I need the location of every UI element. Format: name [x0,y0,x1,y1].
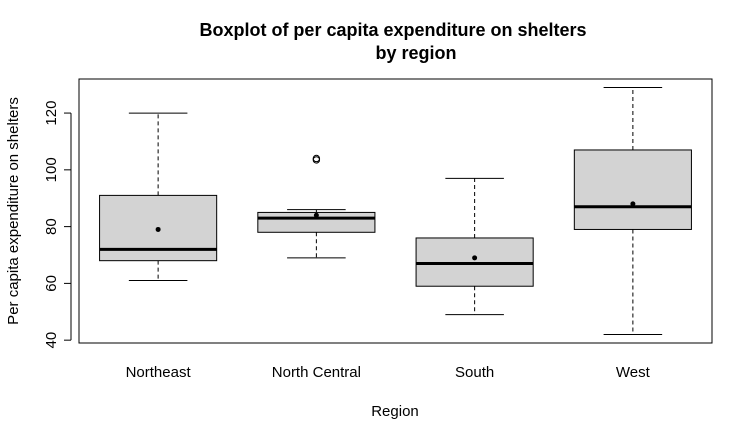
x-axis-label: Region [371,403,419,420]
mean-point [313,212,319,218]
y-axis-label: Per capita expenditure on shelters [5,97,22,325]
box-south [415,177,534,316]
mean-point [472,255,478,261]
x-axis: Northeast North Central South West [126,364,651,381]
y-tick-label: 80 [43,218,60,235]
y-tick-label: 60 [43,275,60,292]
x-tick-label: Northeast [126,364,192,381]
x-tick-label: North Central [272,364,361,381]
chart-subtitle: by region [375,43,456,63]
y-tick-label: 120 [43,101,60,126]
outlier-point [312,154,321,163]
box-iqr [573,149,692,230]
plot-frame [78,78,713,344]
x-tick-label: West [616,364,651,381]
box-northeast [99,112,218,282]
x-tick-label: South [455,364,494,381]
y-tick-label: 100 [43,157,60,182]
box-west [573,87,692,335]
y-axis: 40 60 80 100 120 [43,101,72,349]
y-tick-label: 40 [43,332,60,349]
boxes [99,87,692,335]
box-north-central [257,154,376,259]
mean-point [630,201,636,207]
chart-title: Boxplot of per capita expenditure on she… [199,20,586,40]
mean-point [155,226,161,232]
